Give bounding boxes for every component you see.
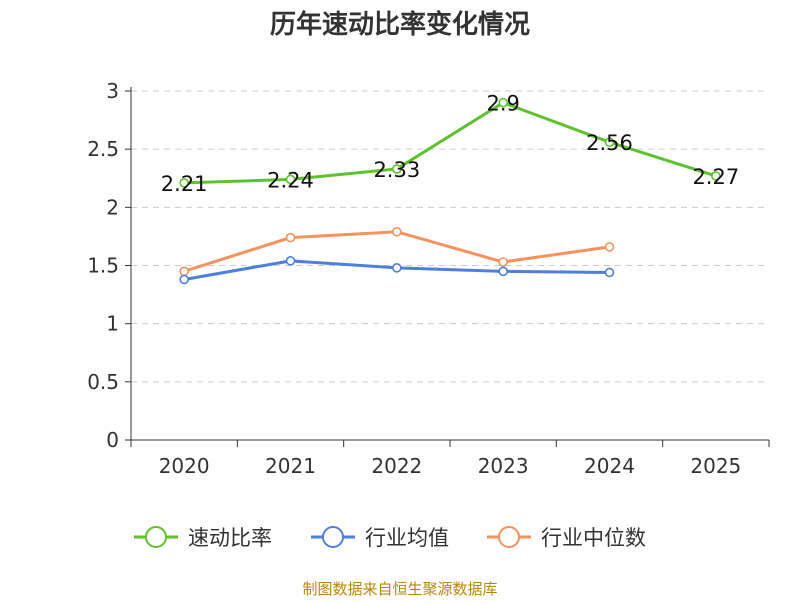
data-point-0[interactable] [179, 178, 189, 188]
axes: 0 0.5 1 1.5 2 2.5 3 2020 2021 2022 2023 2024 2025 [87, 79, 770, 478]
data-point-0[interactable] [392, 164, 402, 174]
source-note: 制图数据来自恒生聚源数据库 [302, 580, 498, 598]
chart-title: 历年速动比率变化情况 [269, 10, 530, 40]
legend-label: 速动比率 [188, 526, 272, 550]
legend[interactable]: 速动比率 行业均值 行业中位数 [134, 526, 646, 550]
data-point-1[interactable] [498, 266, 508, 277]
y-tick-label: 2 [106, 195, 119, 219]
x-tick-label: 2022 [371, 454, 422, 478]
x-tick-label: 2021 [265, 454, 316, 478]
data-point-1[interactable] [604, 267, 615, 278]
y-tick-label: 2.5 [87, 137, 119, 161]
legend-marker [322, 526, 344, 548]
data-labels: 2.21 2.24 2.33 2.9 2.56 2.27 [161, 92, 739, 196]
data-label: 2.21 [161, 172, 208, 196]
series-lines [179, 97, 721, 285]
data-point-0[interactable] [604, 137, 615, 147]
data-point-2[interactable] [392, 226, 402, 237]
data-point-1[interactable] [285, 256, 296, 266]
data-label: 2.33 [373, 158, 420, 182]
legend-marker [498, 526, 520, 548]
data-label: 2.9 [486, 92, 519, 116]
data-point-2[interactable] [179, 266, 189, 277]
data-point-1[interactable] [392, 263, 402, 273]
data-label: 2.24 [267, 168, 314, 192]
data-point-2[interactable] [604, 242, 615, 252]
series-line-0 [184, 101, 717, 185]
legend-marker [145, 526, 167, 548]
data-point-2[interactable] [498, 257, 508, 267]
data-label: 2.56 [586, 131, 633, 155]
legend-item-1[interactable]: 行业均值 [311, 526, 449, 550]
data-point-0[interactable] [711, 171, 721, 181]
data-point-0[interactable] [285, 174, 296, 185]
y-tick-label: 1 [106, 312, 119, 336]
y-tick-label: 0 [106, 428, 119, 452]
legend-label: 行业中位数 [541, 526, 646, 550]
data-label: 2.27 [692, 165, 739, 189]
grid-lines [131, 90, 769, 383]
x-tick-label: 2023 [478, 454, 529, 478]
data-point-0[interactable] [498, 97, 508, 108]
x-tick-label: 2024 [584, 454, 635, 478]
y-tick-label: 3 [106, 79, 119, 103]
legend-label: 行业均值 [365, 526, 449, 550]
data-point-1[interactable] [179, 274, 189, 285]
legend-item-2[interactable]: 行业中位数 [487, 526, 646, 550]
x-tick-label: 2025 [690, 454, 741, 478]
y-tick-label: 0.5 [87, 370, 119, 394]
legend-item-0[interactable]: 速动比率 [134, 526, 272, 550]
y-tick-label: 1.5 [87, 254, 119, 278]
data-point-2[interactable] [285, 232, 296, 243]
x-tick-label: 2020 [159, 454, 210, 478]
